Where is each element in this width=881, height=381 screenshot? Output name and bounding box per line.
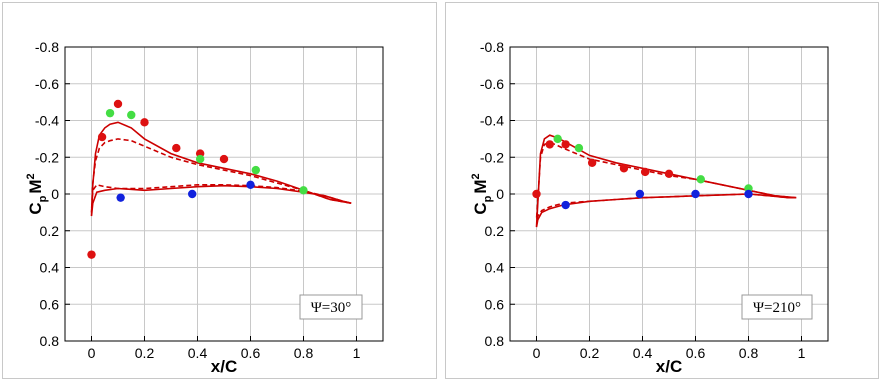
data-point [188, 189, 197, 199]
y-axis-label: CpM2 [25, 173, 49, 214]
y-tick-label: 0.6 [40, 296, 60, 312]
data-point [640, 167, 650, 177]
x-axis-label: x/C [211, 357, 237, 376]
y-tick-label: 0.6 [485, 296, 505, 312]
y-axis-label-main: C [26, 202, 45, 214]
x-tick-label: 0.4 [633, 345, 653, 361]
y-tick-label: 0.2 [40, 223, 60, 239]
annotation-box: Ψ=30° [299, 294, 363, 320]
data-point [105, 108, 115, 118]
x-axis-label: x/C [656, 357, 682, 376]
x-tick-label: 0.2 [580, 345, 600, 361]
chart-right: x/C CpM2 Ψ=210° 0 0.2 0.4 0.6 0.8 1 -0.8 -0.6 -0… [470, 39, 829, 376]
chart-panel-left: x/C CpM2 Ψ=30° 0 0.2 0.4 0.6 0.8 1 -0.8 -0.6 -0.… [2, 2, 437, 379]
chart-left: x/C CpM2 Ψ=30° 0 0.2 0.4 0.6 0.8 1 -0.8 -0.6 -0.… [25, 39, 384, 376]
data-point [246, 180, 255, 190]
y-tick-label: -0.4 [480, 113, 504, 129]
svg-text:CpM2: CpM2 [25, 173, 49, 214]
x-tick-label: 0 [533, 345, 541, 361]
data-point [127, 110, 136, 120]
annotation-label: Ψ=210° [753, 300, 801, 316]
data-point [97, 132, 107, 142]
x-tick-label: 0.8 [294, 345, 314, 361]
y-tick-label: 0 [51, 186, 59, 202]
series-line-dashed [535, 141, 797, 220]
y-tick-label: 0.8 [485, 333, 505, 349]
data-point [691, 189, 700, 199]
y-tick-label: 0.2 [485, 223, 505, 239]
data-point [635, 189, 645, 199]
annotation-box: Ψ=210° [741, 294, 813, 320]
data-point [545, 140, 554, 149]
data-point [696, 175, 705, 184]
data-point [140, 118, 149, 127]
x-tick-label: 0.4 [188, 345, 208, 361]
data-point [532, 189, 541, 199]
x-tick-label: 0.6 [241, 345, 261, 361]
y-tick-label: 0.4 [40, 260, 60, 276]
data-point [251, 165, 260, 175]
series-line-dashed [90, 138, 352, 213]
data-point [87, 250, 96, 259]
x-tick-label: 0.2 [135, 345, 155, 361]
y-axis-label-sub: p [482, 195, 494, 202]
x-tick-label: 0.6 [686, 345, 706, 361]
y-axis-label-sup: 2 [470, 173, 482, 179]
y-tick-label: 0.4 [485, 260, 505, 276]
svg-text:CpM2: CpM2 [470, 173, 494, 214]
x-tick-label: 0 [88, 345, 96, 361]
y-tick-label: -0.6 [480, 76, 504, 92]
x-tick-label: 1 [353, 345, 361, 361]
y-tick-label: -0.2 [35, 149, 59, 165]
chart-panel-right: x/C CpM2 Ψ=210° 0 0.2 0.4 0.6 0.8 1 -0.8 -0.6 -0… [445, 2, 879, 379]
x-tick-label: 0.8 [739, 345, 759, 361]
y-tick-label: -0.6 [35, 76, 59, 92]
data-point [574, 143, 584, 153]
y-axis-label-tail: M [26, 179, 45, 193]
y-tick-label: 0 [496, 186, 504, 202]
y-tick-label: 0.8 [40, 333, 60, 349]
y-axis-label: CpM2 [470, 173, 494, 214]
annotation-label: Ψ=30° [311, 300, 352, 316]
y-tick-label: -0.8 [35, 39, 59, 55]
y-tick-label: -0.2 [480, 149, 504, 165]
data-point [113, 99, 123, 109]
y-axis-label-sup: 2 [25, 173, 37, 179]
x-tick-label: 1 [798, 345, 806, 361]
data-point [553, 134, 562, 144]
data-point [299, 186, 308, 195]
data-point [744, 189, 753, 199]
data-point [172, 143, 181, 153]
data-point [619, 164, 629, 173]
data-point [219, 154, 229, 164]
y-axis-label-sub: p [37, 195, 49, 202]
data-point [116, 193, 125, 202]
data-point [561, 200, 570, 210]
y-axis-label-tail: M [471, 179, 490, 193]
y-axis-label-main: C [471, 202, 490, 214]
data-point [195, 154, 205, 164]
y-tick-label: -0.4 [35, 113, 59, 129]
series-line-solid [90, 121, 352, 217]
data-point [664, 169, 674, 178]
data-point [587, 158, 597, 167]
y-tick-label: -0.8 [480, 39, 504, 55]
data-point [561, 140, 570, 149]
